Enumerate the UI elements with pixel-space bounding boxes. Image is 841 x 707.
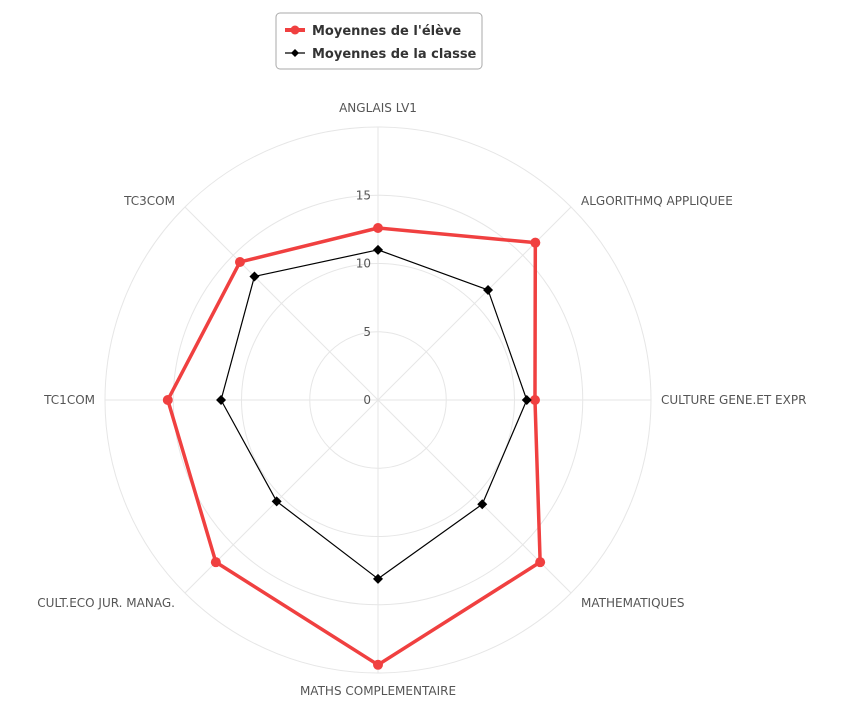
data-point-classe[interactable] — [477, 499, 488, 510]
category-label: MATHS COMPLEMENTAIRE — [300, 684, 456, 698]
category-axis-labels: ANGLAIS LV1 ALGORITHMQ APPLIQUEE CULTURE G… — [37, 101, 806, 698]
grid-spoke — [377, 206, 572, 401]
data-point-classe[interactable] — [249, 271, 260, 282]
data-point-eleve[interactable] — [234, 256, 245, 267]
radial-tick-labels: 0 5 10 15 — [356, 188, 371, 407]
data-point-eleve[interactable] — [530, 237, 541, 248]
data-point-eleve[interactable] — [373, 659, 383, 670]
series-eleve — [162, 223, 546, 670]
legend-marker-eleve — [290, 25, 300, 35]
legend[interactable]: Moyennes de l'élève Moyennes de la class… — [275, 12, 483, 70]
category-label: ALGORITHMQ APPLIQUEE — [581, 194, 733, 208]
tick-label: 5 — [363, 325, 371, 339]
legend-item-eleve[interactable]: Moyennes de l'élève — [285, 24, 461, 39]
series-layer — [162, 223, 546, 670]
tick-label: 0 — [363, 393, 371, 407]
data-point-eleve[interactable] — [529, 395, 540, 405]
legend-label-eleve: Moyennes de l'élève — [312, 24, 461, 39]
legend-marker-classe — [291, 49, 299, 57]
data-point-classe[interactable] — [483, 284, 494, 295]
chart-grid — [104, 126, 652, 674]
series-classe — [216, 244, 532, 584]
legend-item-classe[interactable]: Moyennes de la classe — [285, 47, 477, 62]
data-point-eleve[interactable] — [162, 395, 173, 405]
category-label: ANGLAIS LV1 — [339, 101, 417, 115]
legend-box — [275, 12, 483, 70]
grid-spoke — [184, 206, 379, 401]
tick-label: 10 — [356, 257, 371, 271]
data-point-eleve[interactable] — [535, 557, 546, 568]
data-point-classe[interactable] — [373, 244, 383, 255]
category-label: TC1COM — [43, 393, 95, 407]
data-point-eleve[interactable] — [373, 223, 383, 234]
data-point-classe[interactable] — [216, 395, 227, 405]
data-point-classe[interactable] — [521, 395, 532, 405]
data-point-eleve[interactable] — [210, 557, 221, 568]
category-label: CULTURE GENE.ET EXPR — [661, 393, 806, 407]
data-point-classe[interactable] — [373, 573, 383, 584]
category-label: MATHEMATIQUES — [581, 596, 685, 610]
tick-label: 15 — [356, 188, 371, 202]
series-line-classe — [220, 249, 528, 580]
category-label: CULT.ECO JUR. MANAG. — [37, 596, 175, 610]
data-point-classe[interactable] — [271, 496, 282, 507]
category-label: TC3COM — [123, 194, 175, 208]
legend-label-classe: Moyennes de la classe — [312, 47, 477, 62]
